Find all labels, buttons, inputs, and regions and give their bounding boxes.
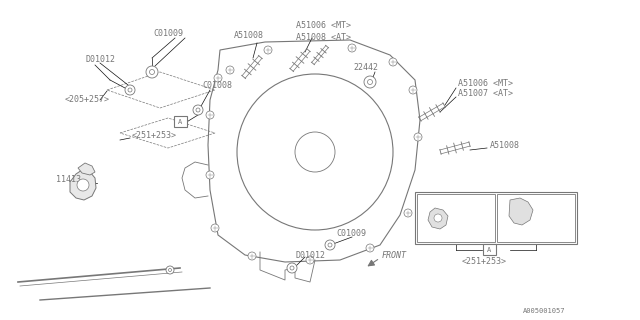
Circle shape [264, 46, 272, 54]
Circle shape [287, 263, 297, 273]
Polygon shape [70, 170, 96, 200]
Circle shape [404, 209, 412, 217]
Text: >: > [449, 237, 453, 243]
Text: A51006 <MT>: A51006 <MT> [458, 78, 513, 87]
Circle shape [364, 76, 376, 88]
Circle shape [414, 133, 422, 141]
Circle shape [166, 266, 174, 274]
Circle shape [389, 58, 397, 66]
Circle shape [77, 179, 89, 191]
Circle shape [146, 66, 158, 78]
Bar [415, 192, 577, 244]
Text: <205+257>: <205+257> [65, 95, 110, 105]
Bar [417, 194, 495, 242]
Polygon shape [509, 198, 533, 225]
Circle shape [409, 86, 417, 94]
Circle shape [306, 256, 314, 264]
Text: 24233: 24233 [502, 195, 524, 201]
Text: D01012: D01012 [85, 55, 115, 65]
Circle shape [206, 171, 214, 179]
Text: A005001057: A005001057 [522, 308, 565, 314]
Bar [174, 116, 187, 127]
Text: 22442: 22442 [353, 63, 378, 73]
Text: FRONT: FRONT [382, 252, 407, 260]
Text: A51008: A51008 [490, 141, 520, 150]
Text: A: A [178, 119, 182, 125]
Text: A51007 <AT>: A51007 <AT> [458, 89, 513, 98]
Circle shape [248, 252, 256, 260]
Circle shape [125, 85, 135, 95]
Circle shape [193, 105, 203, 115]
Text: C01009: C01009 [153, 29, 183, 38]
Text: A51008: A51008 [234, 31, 264, 41]
Text: <0305-: <0305- [419, 237, 445, 243]
Text: C01009: C01009 [336, 229, 366, 238]
Text: <251+253>: <251+253> [462, 258, 507, 267]
Circle shape [348, 44, 356, 52]
Text: 22691: 22691 [424, 229, 445, 235]
Circle shape [325, 240, 335, 250]
Circle shape [226, 66, 234, 74]
Text: A: A [487, 247, 491, 253]
Circle shape [214, 74, 222, 82]
Bar [497, 194, 575, 242]
Bar [483, 244, 496, 255]
Text: (     -0305): ( -0305) [499, 237, 550, 243]
Text: C01008: C01008 [202, 82, 232, 91]
Text: 11413: 11413 [56, 174, 81, 183]
Circle shape [211, 224, 219, 232]
Text: D01012: D01012 [295, 252, 325, 260]
Circle shape [206, 111, 214, 119]
Text: A51008 <AT>: A51008 <AT> [296, 33, 351, 42]
Circle shape [434, 214, 442, 222]
Text: A51006 <MT>: A51006 <MT> [296, 21, 351, 30]
Text: <251+253>: <251+253> [132, 132, 177, 140]
Circle shape [366, 244, 374, 252]
Polygon shape [428, 208, 448, 229]
Polygon shape [78, 163, 95, 175]
